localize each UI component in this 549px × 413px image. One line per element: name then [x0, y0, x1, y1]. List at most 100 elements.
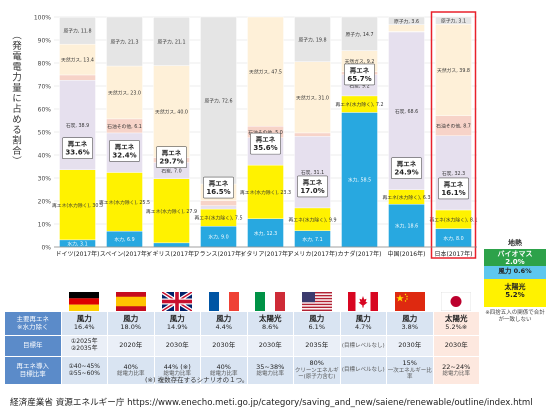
- segment-label: 水力, 12.3: [254, 230, 277, 237]
- segment-label: 石油その他, 6.1: [107, 123, 142, 130]
- segment-label: 水力, 18.6: [395, 223, 418, 230]
- bar-segment: [59, 17, 96, 45]
- segment-label: 再エネ(水力除く), 7.2: [336, 101, 384, 108]
- x-tick-label: 中国(2016年): [388, 250, 426, 258]
- table-cell: 2030年: [153, 335, 201, 357]
- target-ratio-row: 再エネ導入 目標比率 ①40~45% ②55~60% 40% 総電力比率 44% …: [4, 356, 480, 385]
- source-citation: 経済産業省 資源エネルギー庁 https://www.enecho.meti.g…: [10, 398, 533, 408]
- y-tick-label: 0%: [41, 245, 51, 252]
- main-renewables-row: 主要再エネ ※水力除く 風力 16.4% 風力 18.0% 風力 14.9% 風力 4.…: [4, 311, 480, 336]
- renewable-callout-label: 再エネ: [68, 140, 88, 148]
- bar-segment: [153, 65, 190, 158]
- table-cell: 風力 16.4%: [60, 311, 108, 336]
- segment-label: 原子力, 19.8: [298, 36, 326, 43]
- renewable-callout-value: 17.0%: [300, 187, 324, 195]
- bar-segment: [153, 242, 190, 248]
- bar-segment: [200, 200, 237, 206]
- table-cell: 40% 総電力比率: [200, 356, 248, 385]
- renewable-callout: [109, 140, 140, 162]
- segment-label: 水力, 58.5: [348, 177, 371, 184]
- segment-label: 水力, 3.1: [67, 240, 87, 247]
- y-axis-title: （発電電力量に占める割合）: [10, 30, 21, 167]
- y-tick-label: 10%: [38, 222, 52, 229]
- x-tick-label: フランス(2017年): [194, 250, 244, 258]
- target-year-row: 目標年 ①2025年 ②2035年 2020年 2030年 2030年 2030…: [4, 335, 480, 357]
- bar-segment: [247, 218, 284, 248]
- ca-flag-icon: [341, 292, 387, 311]
- jp-flag-icon: [434, 292, 480, 311]
- renewable-callout: [203, 176, 234, 199]
- table-cell: 風力 18.0%: [107, 311, 155, 336]
- y-tick-label: 70%: [38, 84, 52, 91]
- table-cell: 2020年: [107, 335, 155, 357]
- renewable-callout-value: 33.6%: [65, 149, 89, 157]
- scenario-footnote: (※) 複数存在するシナリオの１つ。: [145, 376, 249, 384]
- row-header-main-renewables: 主要再エネ ※水力除く: [4, 311, 62, 336]
- segment-label: 原子力, 21.1: [157, 38, 185, 45]
- y-tick-label: 40%: [38, 153, 52, 160]
- segment-label: 再エネ(水力除く), 6.3: [383, 194, 431, 201]
- table-cell: 風力 6.1%: [293, 311, 341, 336]
- segment-label: 天然ガス, 47.5: [249, 69, 282, 76]
- bar-segment: [59, 169, 96, 241]
- bar-segment: [106, 65, 143, 120]
- x-tick-label: スペイン(2017年): [100, 250, 150, 258]
- renewable-callout-label: 再エネ: [444, 180, 464, 188]
- renewable-callout-label: 再エネ: [397, 160, 417, 168]
- table-cell: (目標レベルなし): [339, 356, 387, 385]
- segment-label: 再エネ(水力除く), 30.5: [52, 202, 103, 209]
- segment-label: 原子力, 21.3: [110, 38, 138, 45]
- bar-segment: [388, 24, 425, 32]
- renewable-callout: [250, 132, 281, 155]
- es-flag-icon: [108, 292, 154, 311]
- renewable-callout: [391, 157, 422, 180]
- y-tick-label: 90%: [38, 38, 52, 45]
- segment-label: 再エネ(水力除く), 7.5: [195, 215, 243, 222]
- biomass-box: バイオマス 2.0%: [484, 249, 546, 266]
- segment-label: 石炭, 32.3: [442, 170, 465, 177]
- bar-segment: [388, 16, 425, 25]
- bar-segment: [247, 164, 284, 219]
- renewable-callout: [297, 175, 328, 198]
- table-cell-japan: 22~24% 総電力比率: [432, 356, 480, 385]
- renewable-callout-label: 再エネ: [256, 136, 276, 144]
- bar-segment: [341, 16, 378, 51]
- row-header-target-year: 目標年: [4, 335, 62, 357]
- segment-label: 再エネ(水力除く), 8.1: [430, 216, 478, 223]
- x-tick-label: ドイツ(2017年): [56, 250, 100, 258]
- us-flag-icon: [294, 292, 340, 311]
- y-tick-label: 30%: [38, 176, 52, 183]
- segment-label: 石油その他, 5.0: [248, 129, 283, 136]
- segment-label: 石炭, 31.1: [301, 169, 324, 176]
- table-cell: 80% クリーンエネルギー(原子力含む): [293, 356, 341, 385]
- renewable-callout-value: 32.4%: [112, 151, 136, 159]
- japan-renewables-breakdown: 地熱 バイオマス 2.0% 風力 0.6% 太陽光 5.2% ※四捨五入の関係で合計…: [484, 238, 546, 323]
- renewable-callout-value: 16.1%: [441, 189, 465, 197]
- table-cell: ①40~45% ②55~60%: [60, 356, 108, 385]
- segment-label: 天然ガス, 40.0: [155, 109, 188, 116]
- bar-segment: [59, 74, 96, 81]
- bar-segment: [294, 16, 331, 62]
- segment-label: 石炭, 68.6: [395, 108, 418, 115]
- cn-flag-icon: [387, 292, 433, 311]
- segment-label: 天然ガス, 31.0: [296, 94, 329, 101]
- bar-segment: [153, 17, 190, 66]
- bar-segment: [435, 16, 472, 25]
- renewable-callout-value: 16.5%: [206, 188, 230, 196]
- fr-flag-icon: [201, 292, 247, 311]
- x-tick-label: カナダ(2017年): [338, 250, 382, 258]
- segment-label: 原子力, 72.6: [204, 97, 232, 104]
- segment-label: 再エネ(水力除く), 25.5: [99, 199, 150, 206]
- bar-segment: [388, 204, 425, 248]
- table-cell: (目標レベルなし): [339, 335, 387, 357]
- x-tick-label: イギリス(2017年): [147, 250, 197, 258]
- segment-label: 天然ガス, 13.4: [61, 57, 94, 64]
- table-cell: 44% (※) 総電力比率: [153, 356, 201, 385]
- segment-label: 石油その他, 8.7: [436, 123, 471, 130]
- segment-label: 原子力, 3.1: [441, 18, 466, 25]
- x-tick-label: アメリカ(2017年): [288, 250, 338, 258]
- table-cell: 2030年: [386, 335, 434, 357]
- bar-segment: [200, 16, 237, 185]
- segment-label: 水力, 9.0: [208, 234, 228, 241]
- segment-label: 石炭, 38.9: [66, 122, 89, 129]
